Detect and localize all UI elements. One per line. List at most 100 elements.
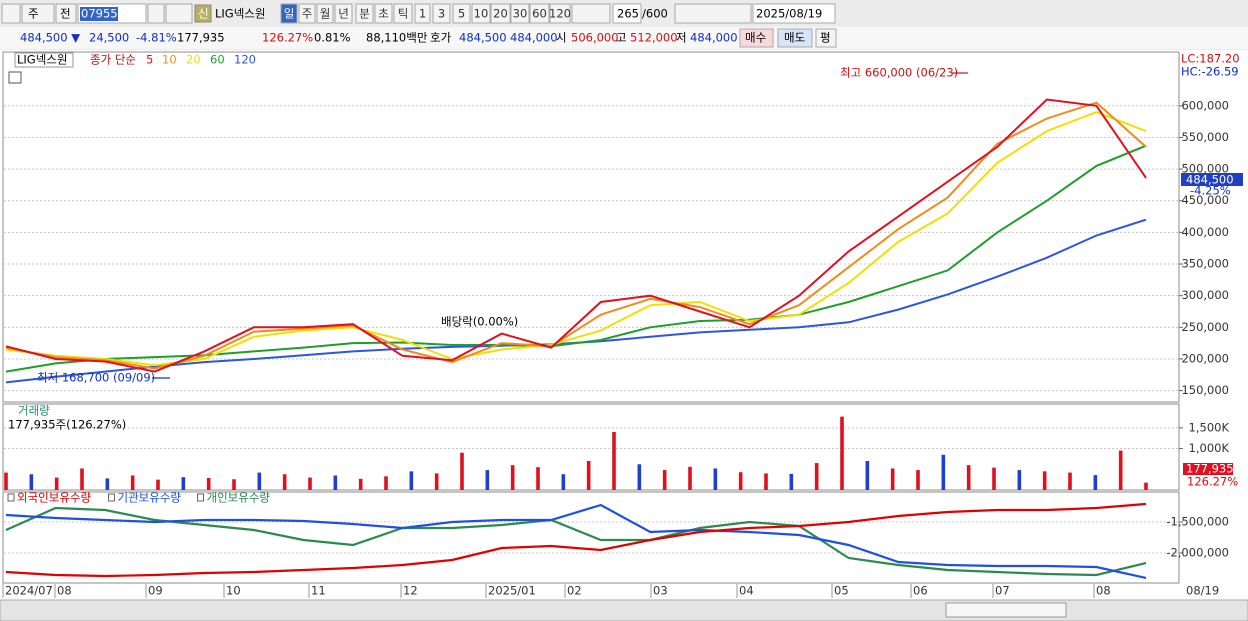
volume-bar [688, 466, 692, 490]
buy-button[interactable] [739, 28, 774, 48]
interval-button[interactable] [316, 3, 334, 24]
x-tick-label: 03 [653, 584, 668, 598]
legend-label: 10 [162, 53, 177, 67]
interval-label: 30 [513, 7, 528, 21]
ask: 484,500 [459, 31, 507, 45]
tool-icons[interactable] [674, 3, 752, 24]
y-tick-label: 250,000 [1181, 320, 1229, 334]
interval-button[interactable] [355, 3, 374, 24]
interval-button[interactable] [490, 3, 511, 24]
volume-bar [1144, 482, 1148, 490]
legend-label: 60 [210, 53, 225, 67]
interval-button[interactable] [280, 3, 298, 24]
volume-bar [105, 478, 110, 490]
interval-button[interactable] [549, 3, 571, 24]
volume-bar [561, 474, 566, 490]
menu-icon[interactable] [1, 3, 21, 24]
y-tick-label: 500,000 [1181, 162, 1229, 176]
x-tick-label: 08/19 [1186, 584, 1219, 598]
lc-bg [1180, 53, 1246, 79]
interval-buttons: 일 주 월 년 분 초 틱 1 3 5 10 20 30 60 120 [280, 3, 571, 24]
x-tick-label: 2025/01 [488, 584, 536, 598]
chart-subtitle: 종가 단순 [90, 53, 136, 67]
sell-button[interactable] [777, 28, 813, 48]
count-max: /600 [642, 7, 668, 21]
volume-bar [814, 463, 819, 490]
charts: 150,000 200,000 250,000 300,000 350,000 400,0… [2, 52, 1246, 598]
sell: 매도 [784, 31, 805, 45]
volume-bar [992, 467, 996, 490]
interval-label: 5 [458, 7, 465, 21]
x-tick-label: 06 [913, 584, 928, 598]
interval-button[interactable] [374, 3, 393, 24]
interval-button[interactable] [298, 3, 316, 24]
change: 24,500 [89, 31, 129, 45]
blank-select[interactable] [571, 3, 611, 24]
annotation: 최저 168,700 (09/09) [37, 371, 155, 385]
sound-button[interactable] [165, 3, 193, 24]
volume-bar [536, 467, 540, 490]
x-tick-label: 09 [148, 584, 163, 598]
interval-button[interactable] [334, 3, 353, 24]
date-input[interactable] [752, 3, 836, 24]
volume: 177,935 [177, 31, 225, 45]
scroll-thumb[interactable] [945, 602, 1067, 618]
holdings-panel [2, 491, 1180, 584]
legend-box [197, 493, 204, 502]
interval-label: 10 [474, 7, 489, 21]
volume-bar [865, 460, 870, 490]
volume-tag [1183, 463, 1233, 475]
legend-label: 기관보유수량 [118, 491, 182, 505]
volume-bar [612, 431, 616, 490]
x-tick-label: 04 [739, 584, 754, 598]
volume-bar [738, 472, 743, 490]
period: 주 [28, 7, 39, 21]
code: 079550 [81, 7, 125, 21]
interval-button[interactable] [529, 3, 550, 24]
volume-bar [308, 477, 312, 490]
count-input[interactable] [612, 3, 642, 24]
volume-bar [206, 477, 211, 490]
interval-button[interactable] [510, 3, 530, 24]
legend-label: 5 [146, 53, 153, 67]
avg-button[interactable] [815, 28, 837, 48]
search-button[interactable] [147, 3, 165, 24]
interval-button[interactable] [471, 3, 491, 24]
volume-bar [1093, 475, 1098, 490]
period-select[interactable] [21, 3, 55, 24]
series-line [5, 111, 1147, 367]
series-line [5, 98, 1147, 373]
interval-button[interactable] [432, 3, 451, 24]
interval-label: 일 [284, 7, 295, 21]
volume-bar [333, 475, 338, 490]
date: 2025/08/19 [756, 7, 822, 21]
volume-tag-ratio: 126.27% [1187, 475, 1238, 489]
chart-subtitle: 177,935주(126.27%) [8, 418, 126, 432]
y-tick-label: 450,000 [1181, 193, 1229, 207]
table-icon[interactable] [8, 71, 22, 84]
series-line [5, 506, 1147, 577]
volume-bar [916, 470, 920, 490]
interval-button[interactable] [414, 3, 431, 24]
volume-bar [485, 470, 490, 490]
open: 506,000 [571, 31, 619, 45]
volume-bar [130, 475, 135, 490]
interval-label: 20 [493, 7, 508, 21]
volume-bar [1017, 470, 1022, 490]
legend-label: 20 [186, 53, 201, 67]
chart-title: 거래량 [18, 404, 50, 418]
interval-button[interactable] [452, 3, 471, 24]
badge-box [194, 4, 212, 23]
y-tick-label: 1,000K [1189, 441, 1230, 455]
x-tick-label: 08 [1096, 584, 1111, 598]
price: 484,500 ▼ [20, 31, 80, 45]
volume-bar [282, 474, 287, 490]
interval-label: 분 [359, 7, 370, 21]
legend-label: 외국인보유수량 [17, 491, 91, 505]
y-tick-label: 350,000 [1181, 257, 1229, 271]
interval-button[interactable] [393, 3, 413, 24]
scroll-bar[interactable] [0, 599, 1248, 621]
prev-button[interactable] [55, 3, 77, 24]
hc-label: HC:-26.59 [1181, 65, 1239, 79]
